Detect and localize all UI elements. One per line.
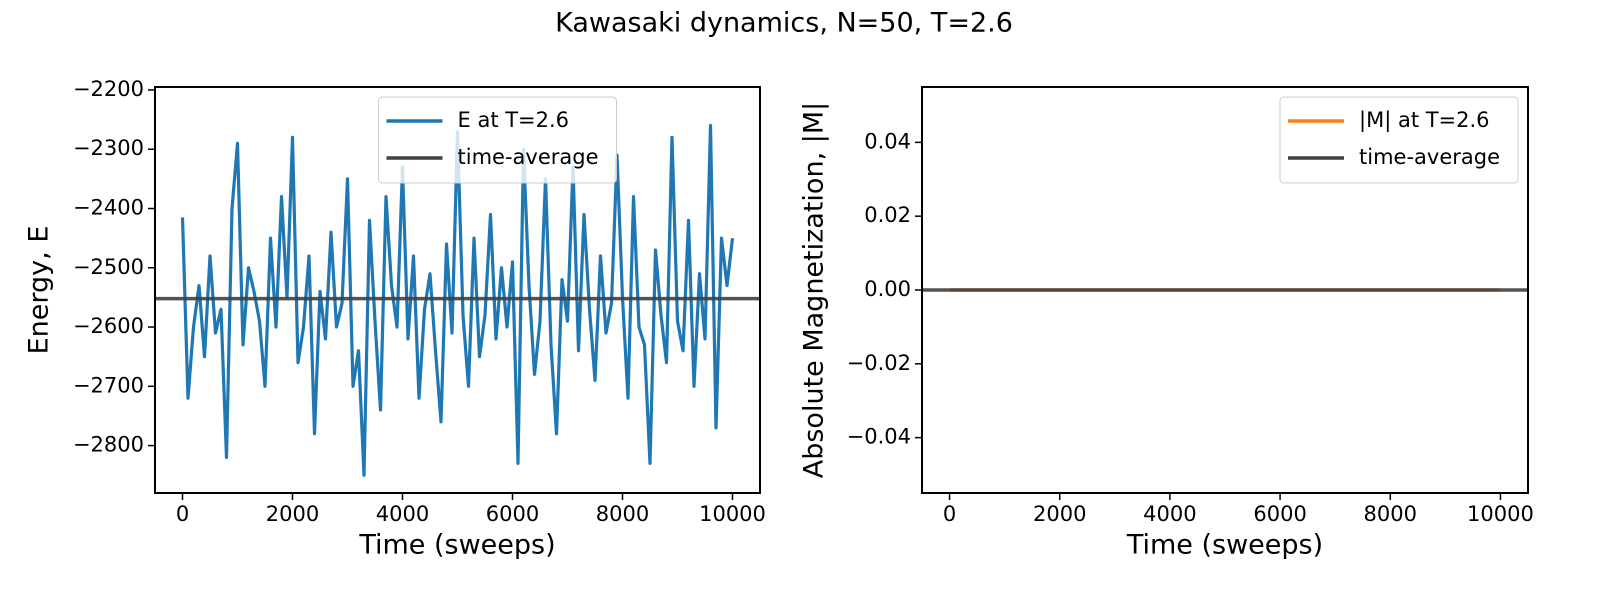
x-tick-label: 4000: [1143, 502, 1196, 526]
x-tick-label: 8000: [1364, 502, 1417, 526]
y-tick-label: −2400: [73, 196, 144, 220]
x-tick-label: 10000: [699, 502, 766, 526]
legend-box: [1279, 96, 1519, 184]
x-tick-label: 2000: [1033, 502, 1086, 526]
legend-box: [378, 96, 617, 184]
y-tick-label: −2800: [73, 433, 144, 457]
y-tick-label: −2200: [73, 77, 144, 101]
figure-title: Kawasaki dynamics, N=50, T=2.6: [555, 8, 1013, 39]
y-tick-label: −2700: [73, 373, 144, 397]
x-tick-label: 10000: [1467, 502, 1534, 526]
legend-label: time-average: [458, 145, 599, 169]
y-axis-label: Absolute Magnetization, |M|: [799, 102, 830, 478]
x-tick-label: 0: [176, 502, 189, 526]
x-tick-label: 6000: [486, 502, 539, 526]
y-tick-label: −0.04: [847, 425, 911, 449]
axes-frame: [921, 86, 1529, 494]
x-tick-label: 6000: [1253, 502, 1306, 526]
x-tick-label: 0: [943, 502, 956, 526]
x-axis-label: Time (sweeps): [1126, 530, 1323, 561]
y-axis-label: Energy, E: [24, 226, 55, 355]
x-tick-label: 2000: [266, 502, 319, 526]
y-tick-label: 0.04: [864, 129, 911, 153]
legend-label: |M| at T=2.6: [1359, 108, 1490, 133]
legend-label: time-average: [1359, 145, 1500, 169]
y-tick-label: −2500: [73, 255, 144, 279]
x-tick-label: 4000: [376, 502, 429, 526]
legend-label: E at T=2.6: [458, 108, 570, 132]
x-tick-label: 8000: [596, 502, 649, 526]
axes-frame: [154, 86, 761, 494]
y-tick-label: −2300: [73, 136, 144, 160]
y-tick-label: −2600: [73, 314, 144, 338]
y-tick-label: 0.02: [864, 203, 911, 227]
y-tick-label: −0.02: [847, 351, 911, 375]
x-axis-label: Time (sweeps): [358, 530, 555, 561]
y-tick-label: 0.00: [864, 277, 911, 301]
